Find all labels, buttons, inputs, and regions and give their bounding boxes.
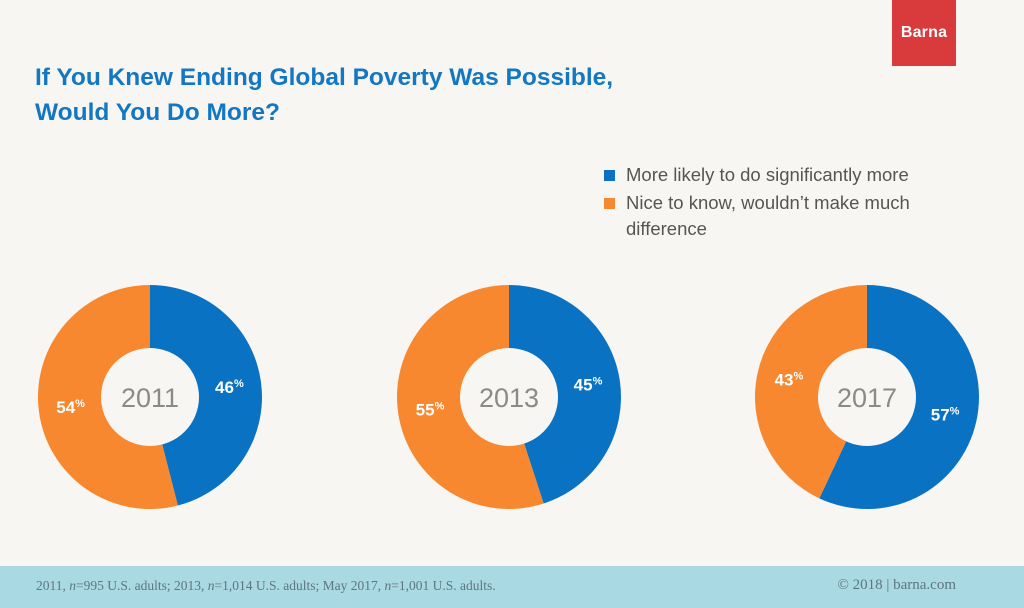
- footnote-part: =995 U.S. adults; 2013,: [76, 578, 208, 593]
- footnote-part: =1,014 U.S. adults; May 2017,: [214, 578, 385, 593]
- logo-text: Barna: [900, 24, 948, 41]
- donut-2017-slice-nice: [754, 285, 867, 499]
- legend-item-nice: Nice to know, wouldn’t make much differe…: [604, 190, 1004, 242]
- donut-2011-hole: [101, 348, 199, 446]
- legend-swatch-orange: [604, 198, 615, 209]
- footnote-part: 2011,: [36, 578, 70, 593]
- copyright-credit: © 2018 | barna.com: [837, 577, 956, 593]
- donut-charts: 46% 54% 2011 45% 55% 2013 57% 43% 2017: [37, 285, 979, 510]
- donut-2011-label-more: 46%: [215, 378, 244, 397]
- footnote-part: n: [69, 578, 76, 593]
- legend-item-more: More likely to do significantly more: [604, 162, 1004, 188]
- footer-bar: 2011, n=995 U.S. adults; 2013, n=1,014 U…: [0, 566, 1024, 608]
- donut-2011-label-nice: 54%: [56, 398, 85, 417]
- title-line-1: If You Knew Ending Global Poverty Was Po…: [35, 64, 614, 91]
- footnote-part: =1,001 U.S. adults.: [391, 578, 496, 593]
- donut-2013-hole: [460, 348, 558, 446]
- legend-label-nice: Nice to know, wouldn’t make much differe…: [626, 192, 910, 239]
- donut-2013-slice-more: [509, 285, 622, 504]
- donut-2011-slice-more: [150, 285, 262, 506]
- donut-2017-year-label: 2017: [837, 383, 897, 413]
- legend-label-more: More likely to do significantly more: [626, 164, 909, 185]
- footnote-part: n: [384, 578, 392, 593]
- legend-swatch-blue: [604, 170, 615, 181]
- footnote-part: n: [207, 578, 215, 593]
- title-line-2: Would You Do More?: [35, 99, 280, 126]
- chart-title: If You Knew Ending Global Poverty Was Po…: [35, 60, 835, 130]
- donut-2017-label-nice: 43%: [775, 371, 804, 390]
- donut-2017-label-more: 57%: [931, 406, 960, 425]
- donut-2017-hole: [818, 348, 916, 446]
- donut-2013-year-label: 2013: [479, 383, 539, 413]
- donut-2011-year-label: 2011: [121, 383, 179, 413]
- donut-2013-label-more: 45%: [574, 376, 603, 395]
- sample-footnote: 2011, n=995 U.S. adults; 2013, n=1,014 U…: [36, 578, 496, 594]
- barna-logo: Barna: [892, 0, 956, 66]
- donut-2013-label-nice: 55%: [416, 401, 445, 420]
- legend: More likely to do significantly more Nic…: [604, 162, 1004, 244]
